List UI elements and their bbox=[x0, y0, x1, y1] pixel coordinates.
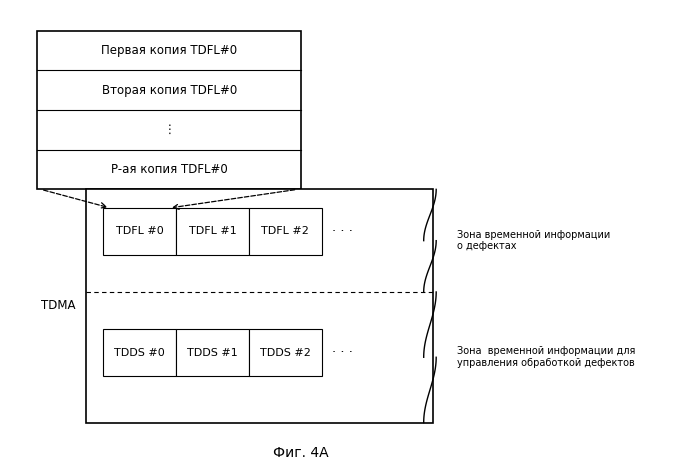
Text: · · ·: · · · bbox=[332, 225, 353, 238]
Text: Зона  временной информации для
управления обработкой дефектов: Зона временной информации для управления… bbox=[457, 346, 635, 368]
Text: Фиг. 4А: Фиг. 4А bbox=[273, 446, 329, 460]
Bar bbox=[176, 329, 249, 376]
Bar bbox=[249, 329, 322, 376]
Text: TDFL #2: TDFL #2 bbox=[261, 227, 309, 236]
Bar bbox=[103, 208, 176, 255]
Text: TDDS #0: TDDS #0 bbox=[115, 347, 165, 358]
Text: · · ·: · · · bbox=[332, 346, 353, 359]
Text: P-ая копия TDFL#0: P-ая копия TDFL#0 bbox=[111, 163, 228, 176]
Bar bbox=[176, 208, 249, 255]
Bar bbox=[86, 189, 433, 422]
Text: Вторая копия TDFL#0: Вторая копия TDFL#0 bbox=[101, 84, 237, 97]
Text: ⋮: ⋮ bbox=[164, 123, 175, 136]
Bar bbox=[38, 31, 301, 189]
Text: TDDS #2: TDDS #2 bbox=[260, 347, 311, 358]
Text: Первая копия TDFL#0: Первая копия TDFL#0 bbox=[101, 44, 237, 57]
Bar bbox=[103, 329, 176, 376]
Bar bbox=[249, 208, 322, 255]
Text: TDFL #1: TDFL #1 bbox=[189, 227, 236, 236]
Text: TDFL #0: TDFL #0 bbox=[116, 227, 164, 236]
Text: TDMA: TDMA bbox=[41, 299, 75, 312]
Text: TDDS #1: TDDS #1 bbox=[187, 347, 238, 358]
Text: Зона временной информации
о дефектах: Зона временной информации о дефектах bbox=[457, 230, 610, 252]
